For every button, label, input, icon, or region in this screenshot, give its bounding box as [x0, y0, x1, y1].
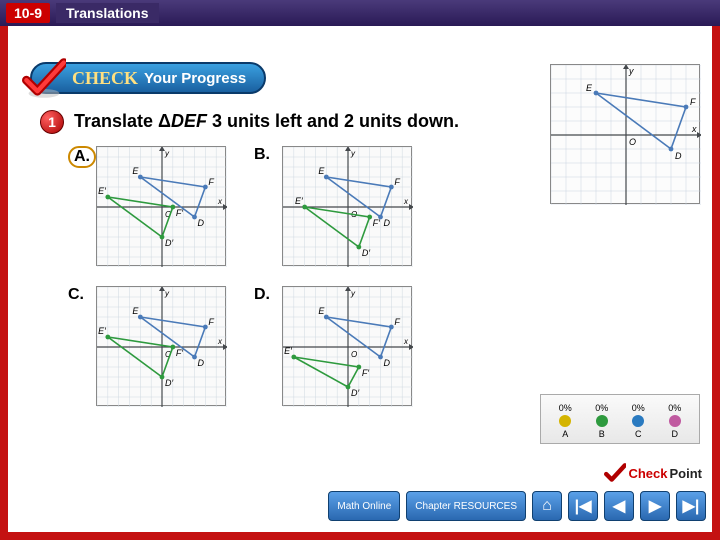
option-figure-b[interactable]: yxOEFDE′F′D′ [282, 146, 412, 266]
svg-text:F: F [394, 317, 400, 327]
svg-text:E′: E′ [98, 186, 106, 196]
svg-text:D: D [198, 218, 205, 228]
svg-text:y: y [628, 66, 634, 76]
svg-text:D: D [384, 218, 391, 228]
svg-text:F′: F′ [362, 368, 369, 378]
svg-text:y: y [350, 149, 356, 158]
option-label-d[interactable]: D. [254, 286, 274, 304]
reference-figure: y x O D E F [550, 64, 700, 204]
svg-text:F′: F′ [176, 348, 183, 358]
header-bar: 10-9 Translations [0, 0, 160, 26]
nav-next-button[interactable]: ▶ [640, 491, 670, 521]
question-text: Translate ΔDEF 3 units left and 2 units … [74, 110, 459, 133]
checkmark-icon [22, 56, 66, 100]
svg-text:D′: D′ [351, 388, 359, 398]
svg-text:x: x [217, 337, 223, 346]
svg-text:O: O [351, 350, 357, 359]
svg-text:y: y [350, 289, 356, 298]
vote-histogram: 0%A 0%B 0%C 0%D [540, 394, 700, 444]
option-label-c[interactable]: C. [68, 286, 88, 304]
option-label-b[interactable]: B. [254, 146, 274, 164]
vote-col-c: 0%C [632, 403, 645, 439]
check-rest: Your Progress [144, 70, 246, 87]
svg-text:F: F [394, 177, 400, 187]
question-block: 1 Translate ΔDEF 3 units left and 2 unit… [40, 110, 510, 406]
svg-text:E: E [586, 83, 593, 93]
svg-text:E: E [132, 166, 139, 176]
svg-text:D: D [384, 358, 391, 368]
math-online-button[interactable]: Math Online [328, 491, 400, 521]
chapter-resources-button[interactable]: Chapter RESOURCES [406, 491, 526, 521]
question-number-bullet: 1 [40, 110, 64, 134]
option-figure-a[interactable]: yxOEFDE′F′D′ [96, 146, 226, 266]
checkpoint-word-1: Check [628, 466, 667, 481]
svg-text:E: E [318, 306, 325, 316]
svg-text:x: x [217, 197, 223, 206]
svg-text:x: x [403, 337, 409, 346]
svg-text:y: y [164, 149, 170, 158]
svg-text:D′: D′ [362, 248, 370, 258]
svg-text:F′: F′ [176, 208, 183, 218]
svg-text:E′: E′ [284, 346, 292, 356]
svg-text:D′: D′ [165, 378, 173, 388]
svg-text:F: F [208, 317, 214, 327]
vote-col-d: 0%D [668, 403, 681, 439]
lesson-number: 10-9 [6, 3, 50, 23]
nav-home-button[interactable]: ⌂ [532, 491, 562, 521]
nav-last-button[interactable]: ▶| [676, 491, 706, 521]
check-progress-banner: CHECK Your Progress [22, 60, 266, 96]
svg-text:E: E [318, 166, 325, 176]
vote-col-a: 0%A [559, 403, 572, 439]
option-figure-c[interactable]: yxOEFDE′F′D′ [96, 286, 226, 406]
svg-text:O: O [629, 137, 636, 147]
svg-text:D: D [198, 358, 205, 368]
nav-first-button[interactable]: |◀ [568, 491, 598, 521]
svg-text:F: F [690, 97, 696, 107]
nav-prev-button[interactable]: ◀ [604, 491, 634, 521]
answer-options: A.yxOEFDE′F′D′B.yxOEFDE′F′D′C.yxOEFDE′F′… [68, 146, 510, 406]
svg-text:D′: D′ [165, 238, 173, 248]
vote-col-b: 0%B [595, 403, 608, 439]
svg-text:E: E [132, 306, 139, 316]
option-figure-d[interactable]: y x O E F D E′ F′D′ [282, 286, 412, 406]
svg-text:D: D [675, 151, 682, 161]
option-label-a[interactable]: A. [68, 146, 96, 168]
svg-text:x: x [403, 197, 409, 206]
svg-text:x: x [691, 124, 697, 134]
svg-text:F: F [208, 177, 214, 187]
footer-nav: Math Online Chapter RESOURCES ⌂ |◀ ◀ ▶ ▶… [0, 480, 720, 532]
lesson-title: Translations [56, 3, 158, 23]
svg-text:F′: F′ [373, 218, 380, 228]
svg-text:E′: E′ [295, 196, 303, 206]
checkpoint-word-2: Point [670, 466, 703, 481]
svg-text:E′: E′ [98, 326, 106, 336]
svg-text:y: y [164, 289, 170, 298]
check-word: CHECK [72, 68, 138, 89]
